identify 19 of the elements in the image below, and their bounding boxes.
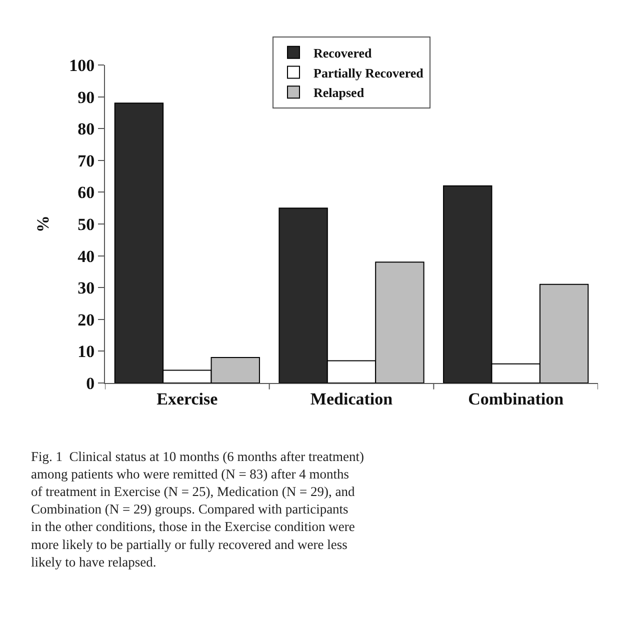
y-tick-label: 0: [86, 374, 95, 393]
y-tick-label: 50: [78, 214, 95, 234]
x-tick-label: Exercise: [156, 389, 218, 408]
y-tick-label: 40: [78, 246, 95, 266]
x-tick-label: Medication: [310, 389, 394, 408]
y-axis-title: %: [34, 216, 53, 232]
y-tick-label: 30: [78, 278, 95, 298]
y-tick-label: 60: [78, 183, 95, 202]
caption: Fig. 1 Clinical status at 10 months (6 months after treatment) among patients who were remitted (N = 83) after 4 months of treatment in Exercise (N = 25), Medication (N = 29), and Combination (N = 29) groups. Compared with participants in the other conditions, those in the Exercise condition were more likely to be partially or fully recovered and were less likely to have relapsed.: [31, 449, 364, 570]
legend-label: Relapsed: [314, 85, 365, 100]
y-tick-label: 20: [78, 310, 95, 330]
y-tick-label: 10: [78, 342, 95, 362]
legend-label: Recovered: [314, 45, 373, 60]
y-tick-label: 80: [78, 120, 95, 139]
x-tick-label: Combination: [468, 389, 564, 408]
y-tick-label: 70: [78, 151, 95, 170]
legend-label: Partially Recovered: [314, 65, 424, 80]
y-tick-label: 100: [69, 56, 95, 75]
y-tick-label: 90: [78, 88, 95, 107]
